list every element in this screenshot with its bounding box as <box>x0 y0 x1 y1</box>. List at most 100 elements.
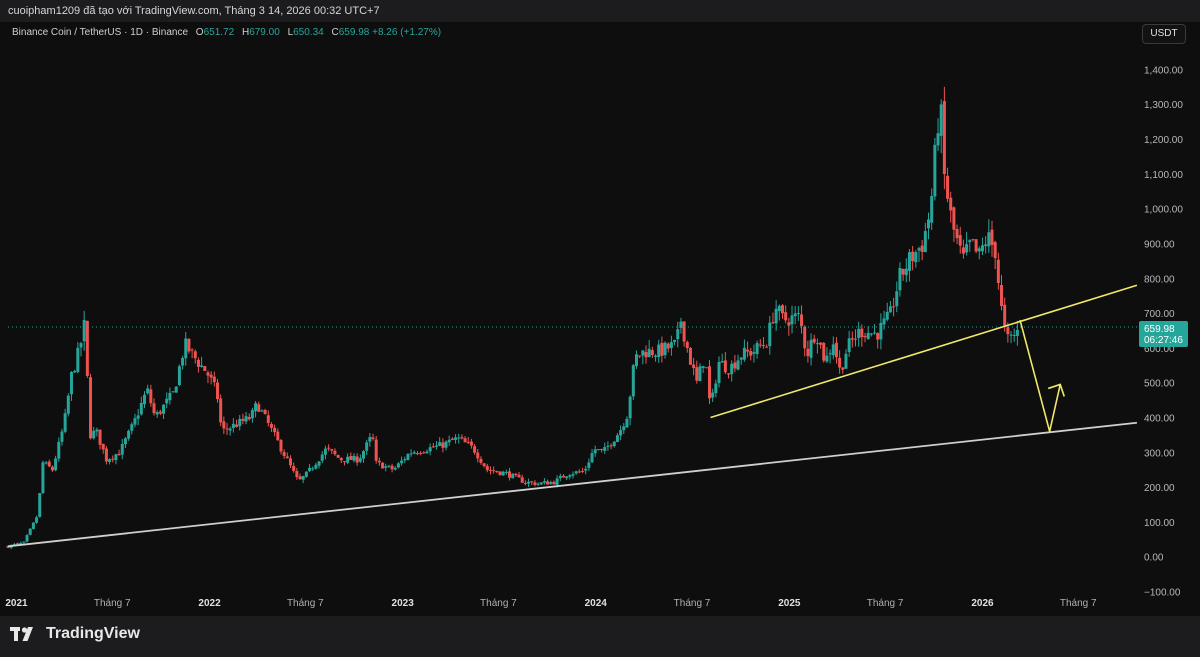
candle-body <box>942 101 946 175</box>
candle <box>895 281 899 313</box>
candle <box>225 422 229 436</box>
candle <box>187 338 191 354</box>
candle-body <box>276 431 280 441</box>
candle <box>133 413 137 428</box>
candle-body <box>565 476 569 479</box>
candle-body <box>933 144 937 197</box>
candle <box>266 410 270 427</box>
candle <box>758 339 762 348</box>
candle-body <box>355 456 359 463</box>
candle-body <box>381 462 385 469</box>
candle <box>892 297 896 317</box>
candle <box>269 422 273 432</box>
candle-body <box>663 342 667 356</box>
candle-body <box>1000 285 1004 307</box>
candle-body <box>869 333 873 335</box>
candle-body <box>539 482 543 485</box>
candle <box>212 371 216 387</box>
tradingview-logo-icon <box>10 627 33 641</box>
candle <box>650 346 654 359</box>
candle-body <box>923 231 927 253</box>
candle-body <box>752 352 756 354</box>
candle <box>765 344 769 348</box>
candle-body <box>679 321 683 328</box>
candle-body <box>47 461 51 467</box>
candle <box>184 332 188 366</box>
footer-bar: TradingView <box>0 616 1200 657</box>
candle <box>847 330 851 357</box>
candle-series <box>6 86 1019 550</box>
candle-body <box>533 482 537 485</box>
price-axis-label: 1,400.00 <box>1144 65 1183 76</box>
candle-body <box>784 312 788 321</box>
candle <box>22 541 26 544</box>
candle-body <box>19 542 23 544</box>
chart-panel[interactable]: Binance Coin / TetherUS · 1D · Binance O… <box>0 22 1200 616</box>
candle <box>825 347 829 363</box>
time-axis-label: 2025 <box>778 598 801 609</box>
candle-body <box>168 392 172 401</box>
candle-body <box>368 436 372 442</box>
candle <box>333 448 337 456</box>
candle <box>622 422 626 435</box>
symbol-name: Binance Coin / TetherUS · 1D · Binance <box>12 27 189 38</box>
candle-body <box>22 541 26 543</box>
candle <box>44 460 48 465</box>
candle-body <box>79 343 83 348</box>
candle-body <box>761 345 765 347</box>
candle-body <box>149 389 153 404</box>
currency-button[interactable]: USDT <box>1142 24 1186 44</box>
candle-body <box>644 352 648 358</box>
candle <box>400 456 404 466</box>
candle-body <box>638 355 642 357</box>
candle-body <box>847 338 851 353</box>
candle-body <box>301 476 305 480</box>
candle-body <box>85 320 89 376</box>
candle-body <box>95 429 99 432</box>
candle <box>146 384 150 395</box>
candle-body <box>333 450 337 455</box>
candle-body <box>82 320 86 342</box>
time-axis-label: Tháng 7 <box>94 598 131 609</box>
candle <box>927 212 931 240</box>
candle-body <box>384 466 388 468</box>
candle <box>82 310 86 351</box>
candle-body <box>866 332 870 339</box>
last-price-tag: 659.98 06:27:46 <box>1139 321 1188 348</box>
candle-body <box>615 435 619 443</box>
candle <box>409 449 413 457</box>
candle-body <box>949 197 953 211</box>
low-value: 650.34 <box>293 27 324 38</box>
candle-body <box>123 438 127 445</box>
candle-body <box>25 535 29 542</box>
candle-body <box>431 446 435 448</box>
candle-body <box>174 386 178 393</box>
price-chart[interactable]: 1,400.00 1,300.00 1,200.00 1,100.00 1,000.00… <box>0 22 1200 616</box>
candle <box>203 366 207 371</box>
candle <box>660 336 664 363</box>
candle-body <box>184 338 188 359</box>
candle <box>460 434 464 440</box>
candle <box>263 408 267 415</box>
candle <box>158 409 162 416</box>
candle-body <box>555 478 559 485</box>
tradingview-brand[interactable]: TradingView <box>10 625 140 643</box>
candle-body <box>295 470 299 478</box>
candle-body <box>514 473 518 476</box>
candle <box>235 419 239 428</box>
candle <box>539 481 543 485</box>
candle-body <box>31 522 35 529</box>
candle-body <box>838 357 842 368</box>
candle <box>803 325 807 357</box>
candle-body <box>200 365 204 367</box>
open-value: 651.72 <box>203 27 235 38</box>
candle-body <box>488 469 492 471</box>
candle-body <box>596 449 600 451</box>
candle <box>946 167 950 203</box>
candle-body <box>330 449 334 451</box>
candle <box>761 337 765 349</box>
candle <box>31 522 35 530</box>
candle <box>123 437 127 449</box>
candle-body <box>28 528 32 535</box>
